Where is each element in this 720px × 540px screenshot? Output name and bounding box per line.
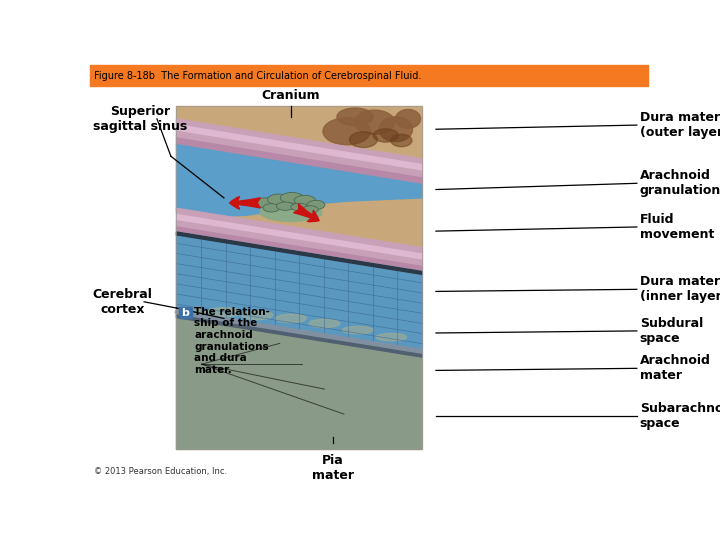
Ellipse shape (373, 129, 398, 142)
Ellipse shape (379, 117, 413, 141)
Text: Dura mater
(outer layer): Dura mater (outer layer) (639, 111, 720, 139)
Ellipse shape (343, 326, 373, 334)
Text: Subdural
space: Subdural space (639, 317, 703, 345)
Polygon shape (260, 198, 322, 221)
Text: b: b (181, 308, 189, 318)
Ellipse shape (207, 308, 240, 317)
Polygon shape (176, 233, 422, 354)
Text: Cerebral
cortex: Cerebral cortex (93, 288, 153, 316)
Ellipse shape (280, 192, 304, 203)
Ellipse shape (302, 206, 318, 213)
Ellipse shape (395, 110, 420, 128)
Ellipse shape (337, 108, 373, 125)
Ellipse shape (354, 110, 395, 134)
Polygon shape (176, 227, 422, 273)
Polygon shape (176, 314, 422, 449)
Text: Fluid
movement: Fluid movement (639, 213, 714, 241)
Text: Subarachnoid
space: Subarachnoid space (639, 402, 720, 430)
Text: © 2013 Pearson Education, Inc.: © 2013 Pearson Education, Inc. (94, 468, 228, 476)
Ellipse shape (291, 203, 307, 211)
Ellipse shape (323, 118, 370, 145)
Bar (176, 106, 422, 449)
Text: Arachnoid
mater: Arachnoid mater (639, 354, 711, 382)
Ellipse shape (349, 132, 377, 147)
Polygon shape (176, 131, 422, 178)
Bar (176, 106, 422, 449)
Polygon shape (176, 119, 422, 165)
Polygon shape (176, 232, 422, 273)
Polygon shape (176, 232, 422, 274)
Ellipse shape (242, 310, 273, 320)
Polygon shape (176, 125, 422, 171)
Polygon shape (176, 221, 422, 266)
Ellipse shape (263, 204, 280, 212)
Ellipse shape (294, 195, 315, 205)
Text: Superior
sagittal sinus: Superior sagittal sinus (93, 105, 187, 133)
Polygon shape (176, 214, 422, 260)
Ellipse shape (175, 307, 206, 318)
Text: Figure 8-18b  The Formation and Circulation of Cerebrospinal Fluid.: Figure 8-18b The Formation and Circulati… (94, 71, 422, 80)
Ellipse shape (276, 202, 294, 211)
Text: The relation-
ship of the
arachnoid
granulations
and dura
mater.: The relation- ship of the arachnoid gran… (194, 307, 270, 375)
Bar (179, 307, 192, 319)
Text: Arachnoid
granulation: Arachnoid granulation (639, 170, 720, 197)
Ellipse shape (391, 134, 412, 147)
Ellipse shape (307, 200, 325, 210)
Polygon shape (176, 208, 422, 254)
Ellipse shape (276, 314, 306, 322)
Text: Dura mater
(inner layer): Dura mater (inner layer) (639, 275, 720, 303)
Ellipse shape (267, 194, 289, 205)
Ellipse shape (309, 319, 340, 328)
Polygon shape (176, 138, 422, 185)
Polygon shape (176, 310, 422, 356)
Text: Pia
mater: Pia mater (312, 454, 354, 482)
Text: Cranium: Cranium (261, 89, 320, 102)
Polygon shape (176, 145, 422, 217)
Polygon shape (176, 315, 422, 357)
Ellipse shape (376, 333, 407, 341)
Bar (90, 65, 648, 86)
Ellipse shape (255, 198, 276, 208)
